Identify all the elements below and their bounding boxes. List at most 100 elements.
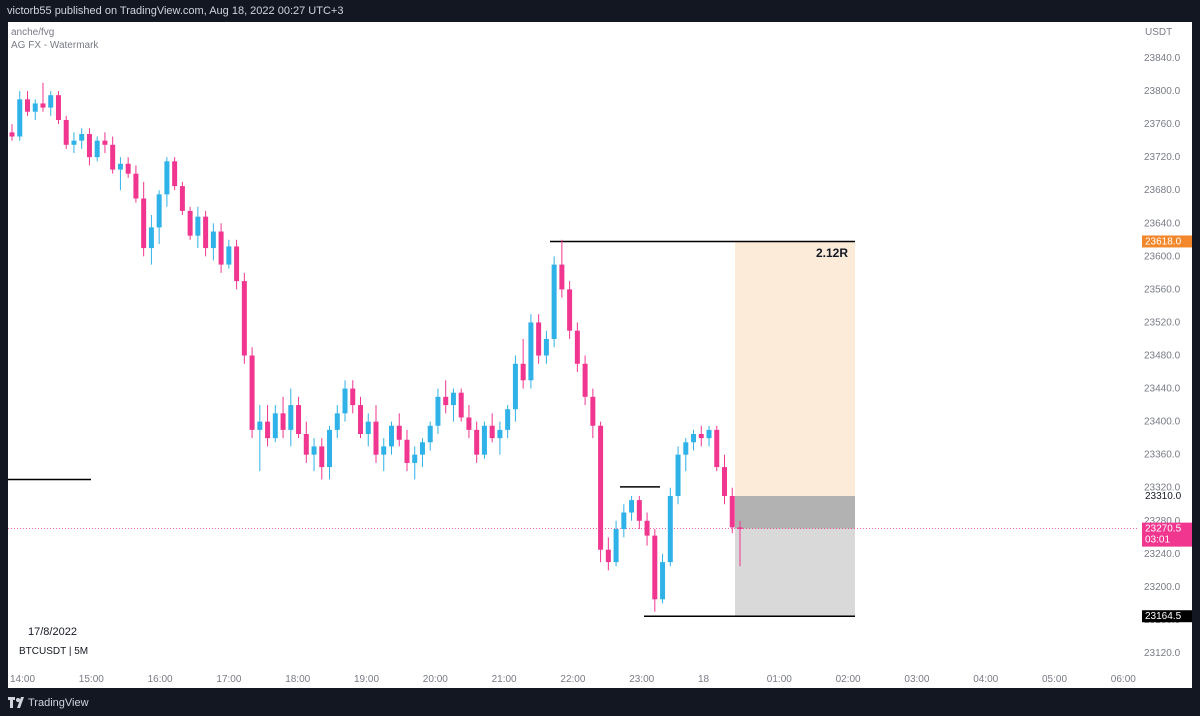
watermark-symbol: BTCUSDT | 5M bbox=[19, 646, 89, 657]
candle-body bbox=[125, 163, 131, 174]
candle-body bbox=[474, 429, 480, 455]
candle-body bbox=[388, 425, 394, 447]
currency-label: USDT bbox=[1145, 27, 1173, 38]
y-tick-label: 23280.0 bbox=[1144, 516, 1181, 527]
x-tick-label: 06:00 bbox=[1111, 674, 1136, 685]
candle-body bbox=[722, 467, 728, 496]
candle-body bbox=[117, 163, 123, 170]
target-price-tag-bg bbox=[1142, 235, 1192, 248]
candle-body bbox=[40, 103, 46, 108]
target-price-tag: 23618.0 bbox=[1145, 236, 1182, 247]
publish-info: victorb55 published on TradingView.com, … bbox=[7, 5, 344, 17]
candle-body bbox=[249, 355, 255, 430]
x-tick-label: 05:00 bbox=[1042, 674, 1067, 685]
candle-body bbox=[133, 173, 139, 199]
candle-body bbox=[350, 388, 356, 406]
candle-body bbox=[729, 495, 735, 528]
candle-body bbox=[574, 330, 580, 364]
candle-body bbox=[505, 409, 511, 430]
candlestick-chart[interactable]: 23120.023160.023200.023240.023280.023320… bbox=[8, 22, 1192, 688]
candle-body bbox=[613, 529, 619, 563]
watermark-date: 17/8/2022 bbox=[28, 626, 77, 638]
candle-body bbox=[358, 405, 364, 435]
candle-body bbox=[179, 186, 185, 211]
publish-header: victorb55 published on TradingView.com, … bbox=[0, 0, 1200, 22]
candle-body bbox=[257, 421, 263, 430]
y-tick-label: 23240.0 bbox=[1144, 549, 1181, 560]
candle-body bbox=[71, 140, 77, 145]
candle-body bbox=[280, 413, 286, 430]
candle-body bbox=[512, 363, 518, 410]
candle-body bbox=[55, 95, 61, 120]
risk-zone-active bbox=[735, 495, 855, 529]
x-tick-label: 15:00 bbox=[79, 674, 104, 685]
candle-body bbox=[311, 446, 317, 455]
candle-body bbox=[590, 396, 596, 426]
candle-body bbox=[86, 134, 92, 158]
candle-body bbox=[241, 281, 247, 356]
candle-body bbox=[536, 322, 542, 356]
indicator-label-fvg: anche/fvg bbox=[11, 27, 55, 38]
candle-body bbox=[172, 161, 178, 187]
candle-body bbox=[63, 119, 69, 145]
candle-body bbox=[288, 405, 294, 430]
y-tick-label: 23360.0 bbox=[1144, 450, 1181, 461]
candle-body bbox=[582, 363, 588, 397]
candle-body bbox=[24, 99, 30, 112]
x-tick-label: 18:00 bbox=[285, 674, 310, 685]
candle-body bbox=[567, 289, 573, 331]
y-tick-label: 23400.0 bbox=[1144, 417, 1181, 428]
candle-body bbox=[605, 549, 611, 563]
candle-body bbox=[17, 99, 23, 137]
candle-body bbox=[334, 413, 340, 430]
candle-body bbox=[203, 216, 209, 249]
candle-body bbox=[32, 103, 38, 112]
x-tick-label: 01:00 bbox=[767, 674, 792, 685]
y-tick-label: 23640.0 bbox=[1144, 218, 1181, 229]
chart-area[interactable]: 23120.023160.023200.023240.023280.023320… bbox=[8, 22, 1192, 688]
indicator-label-watermark: AG FX - Watermark bbox=[11, 40, 99, 51]
candle-body bbox=[520, 363, 526, 381]
candle-body bbox=[419, 442, 425, 455]
candle-body bbox=[675, 454, 681, 496]
candle-body bbox=[714, 429, 720, 468]
candle-body bbox=[210, 231, 216, 249]
candle-body bbox=[660, 562, 666, 600]
y-tick-label: 23760.0 bbox=[1144, 119, 1181, 130]
profit-zone bbox=[735, 241, 855, 496]
candle-body bbox=[327, 429, 333, 468]
candle-body bbox=[636, 500, 642, 521]
risk-reward-label: 2.12R bbox=[816, 246, 849, 260]
x-tick-label: 19:00 bbox=[354, 674, 379, 685]
candle-body bbox=[481, 425, 487, 455]
candle-body bbox=[319, 446, 325, 468]
y-tick-label: 23440.0 bbox=[1144, 384, 1181, 395]
y-tick-label: 23600.0 bbox=[1144, 251, 1181, 262]
candle-body bbox=[265, 421, 271, 439]
candle-body bbox=[303, 434, 309, 455]
x-tick-label: 23:00 bbox=[629, 674, 654, 685]
candle-body bbox=[234, 246, 240, 282]
candle-body bbox=[691, 434, 697, 443]
candle-body bbox=[381, 446, 387, 455]
current-price-tag: 23270.5 bbox=[1145, 524, 1182, 535]
candle-body bbox=[621, 512, 627, 530]
y-tick-label: 23480.0 bbox=[1144, 351, 1181, 362]
candle-body bbox=[543, 338, 549, 356]
candle-body bbox=[148, 227, 154, 249]
risk-zone bbox=[735, 528, 855, 617]
candle-body bbox=[497, 429, 503, 439]
candle-body bbox=[644, 520, 650, 536]
candle-body bbox=[365, 421, 371, 435]
candle-body bbox=[94, 140, 100, 158]
candle-body bbox=[187, 210, 193, 236]
candle-body bbox=[528, 322, 534, 381]
x-tick-label: 04:00 bbox=[973, 674, 998, 685]
candle-body bbox=[683, 442, 689, 455]
x-tick-label: 17:00 bbox=[216, 674, 241, 685]
tradingview-logo-icon bbox=[8, 697, 24, 708]
candle-body bbox=[667, 495, 673, 563]
candle-body bbox=[156, 194, 162, 228]
x-tick-label: 18 bbox=[698, 674, 710, 685]
y-tick-label: 23680.0 bbox=[1144, 185, 1181, 196]
